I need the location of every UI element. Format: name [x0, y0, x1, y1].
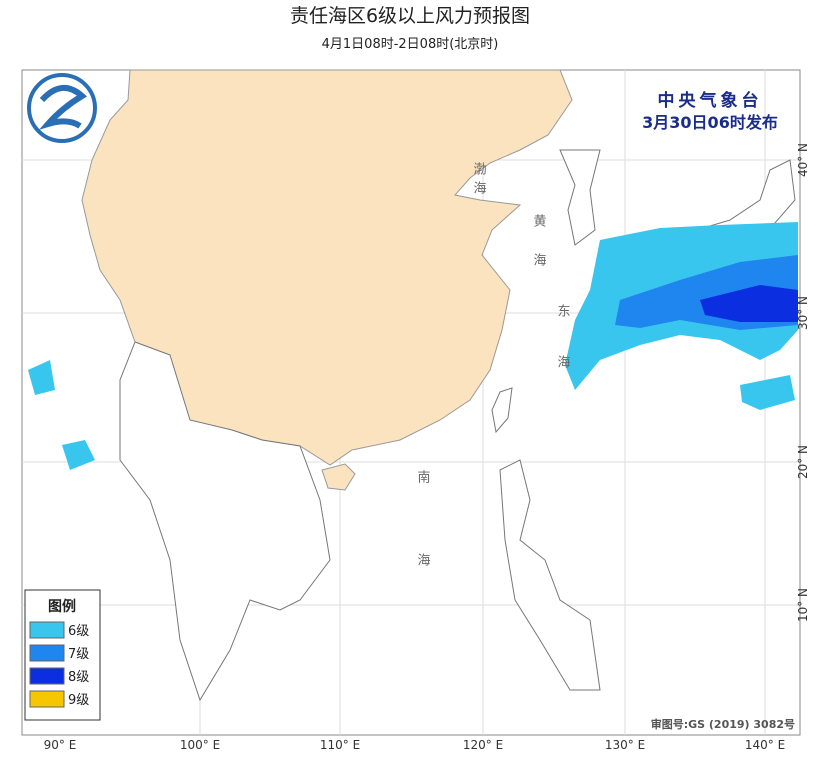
hainan	[321, 463, 356, 491]
sea-label: 渤海	[471, 161, 487, 200]
sea-label: 东海	[555, 304, 571, 406]
indochina	[119, 341, 331, 702]
lat-label: 40° N	[796, 143, 810, 177]
legend-label: 6级	[68, 624, 89, 639]
map: 渤海 黄海 东海 南海 中央气象台 3月30日06时发布 图例 6级 7级 8级 9级…	[21, 69, 801, 736]
lon-label: 120° E	[463, 738, 503, 752]
lon-label: 140° E	[745, 738, 785, 752]
legend-label: 7级	[68, 647, 89, 662]
legend-items: 6级 7级 8级 9级	[29, 621, 89, 708]
legend-label: 9级	[68, 693, 89, 708]
lat-label: 30° N	[796, 296, 810, 330]
lat-label: 20° N	[796, 445, 810, 479]
china-land	[81, 69, 573, 466]
lon-label: 100° E	[180, 738, 220, 752]
korea	[559, 149, 601, 246]
lon-label: 130° E	[605, 738, 645, 752]
taiwan	[491, 387, 513, 434]
sea-label: 黄海	[531, 214, 547, 292]
legend-label: 8级	[68, 670, 89, 685]
legend-swatch	[29, 644, 65, 662]
legend-title: 图例	[48, 598, 76, 615]
lon-label: 110° E	[320, 738, 360, 752]
logo	[27, 73, 97, 143]
lon-label: 90° E	[44, 738, 77, 752]
approval: 审图号:GS (2019) 3082号	[651, 717, 795, 731]
lat-labels: 10° N 20° N 30° N 40° N	[796, 143, 810, 622]
legend: 图例 6级 7级 8级 9级	[24, 589, 101, 721]
subtitle: 4月1日08时-2日08时(北京时)	[322, 37, 499, 52]
issue-time: 3月30日06时发布	[642, 113, 778, 132]
philippines	[499, 459, 601, 691]
title: 责任海区6级以上风力预报图	[290, 5, 530, 27]
legend-swatch	[29, 621, 65, 639]
issuer: 中央气象台	[658, 90, 763, 111]
legend-swatch	[29, 690, 65, 708]
wind-areas	[28, 222, 798, 470]
sea-labels: 渤海 黄海 东海 南海	[415, 161, 571, 636]
sea-label: 南海	[415, 469, 431, 636]
lon-labels: 90° E 100° E 110° E 120° E 130° E 140° E	[44, 738, 785, 752]
lat-label: 10° N	[796, 588, 810, 622]
legend-swatch	[29, 667, 65, 685]
